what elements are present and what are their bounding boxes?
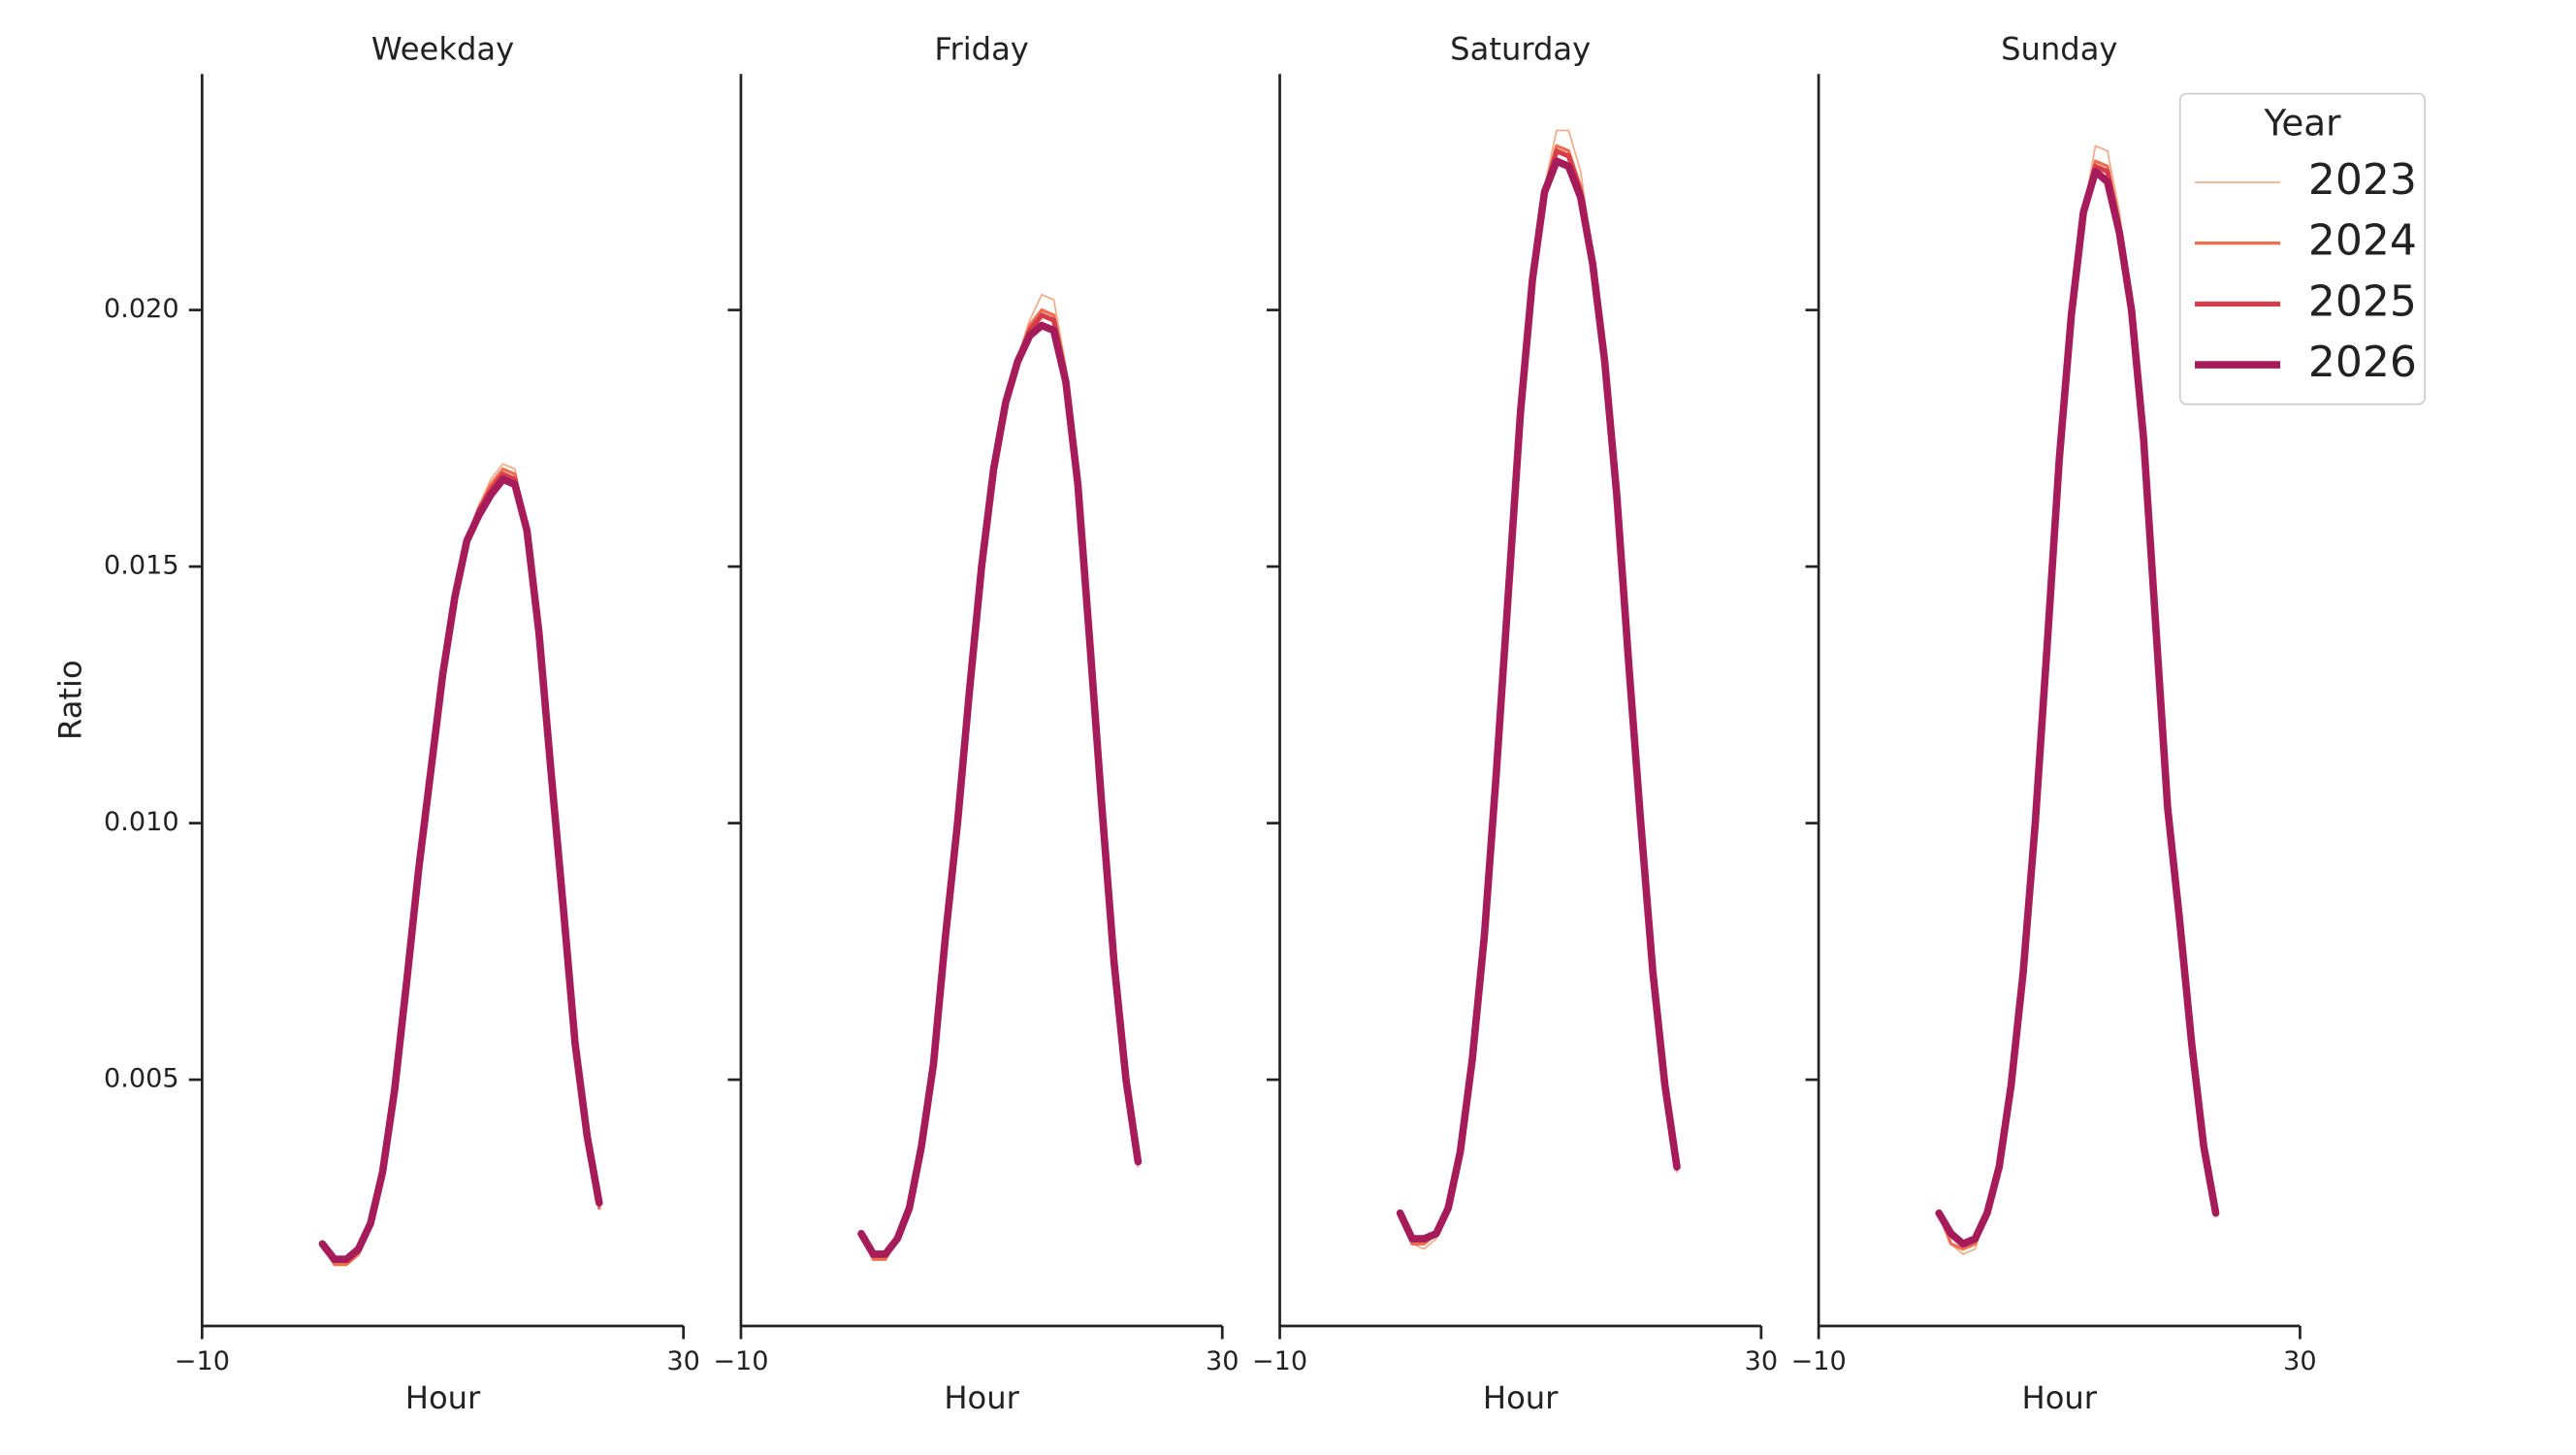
x-tick-label: −10	[1252, 1346, 1307, 1376]
x-tick-label: −10	[1791, 1346, 1847, 1376]
series-line	[318, 475, 603, 1264]
x-axis-label: Hour	[405, 1379, 481, 1416]
legend-label: 2025	[2308, 276, 2417, 326]
x-tick-label: 30	[2283, 1346, 2316, 1376]
y-tick-label: 0.020	[104, 294, 179, 324]
x-tick-label: 30	[1745, 1346, 1778, 1376]
x-axis-label: Hour	[1483, 1379, 1559, 1416]
y-tick-label: 0.015	[104, 551, 179, 581]
panel-title: Sunday	[2001, 31, 2117, 68]
legend-frame	[2178, 92, 2427, 405]
y-axis-label: Ratio	[52, 660, 89, 740]
x-tick-label: 30	[1206, 1346, 1239, 1376]
panel-title: Saturday	[1450, 31, 1591, 68]
series-line	[1396, 157, 1681, 1243]
series-line	[1399, 129, 1678, 1250]
legend-label: 2024	[2308, 216, 2417, 266]
legend-title: Year	[2264, 101, 2342, 144]
series-line	[1938, 145, 2217, 1255]
legend: Year 2023 2024 2025 2026	[2178, 92, 2427, 405]
x-axis-label: Hour	[944, 1379, 1019, 1416]
legend-label: 2026	[2308, 338, 2417, 387]
series-line	[1398, 144, 1679, 1246]
y-tick-label: 0.005	[104, 1064, 179, 1094]
legend-label: 2023	[2308, 155, 2417, 205]
x-tick-label: −10	[713, 1346, 768, 1376]
series-line	[1937, 159, 2218, 1251]
x-tick-label: 30	[666, 1346, 699, 1376]
y-tick-label: 0.010	[104, 807, 179, 837]
panel-title: Friday	[934, 31, 1029, 68]
x-axis-label: Hour	[2022, 1379, 2098, 1416]
series-line	[857, 321, 1143, 1258]
x-tick-label: −10	[175, 1346, 230, 1376]
panel-title: Weekday	[371, 31, 514, 68]
series-line	[1398, 148, 1680, 1242]
series-line	[1936, 163, 2219, 1246]
series-line	[1935, 167, 2220, 1248]
